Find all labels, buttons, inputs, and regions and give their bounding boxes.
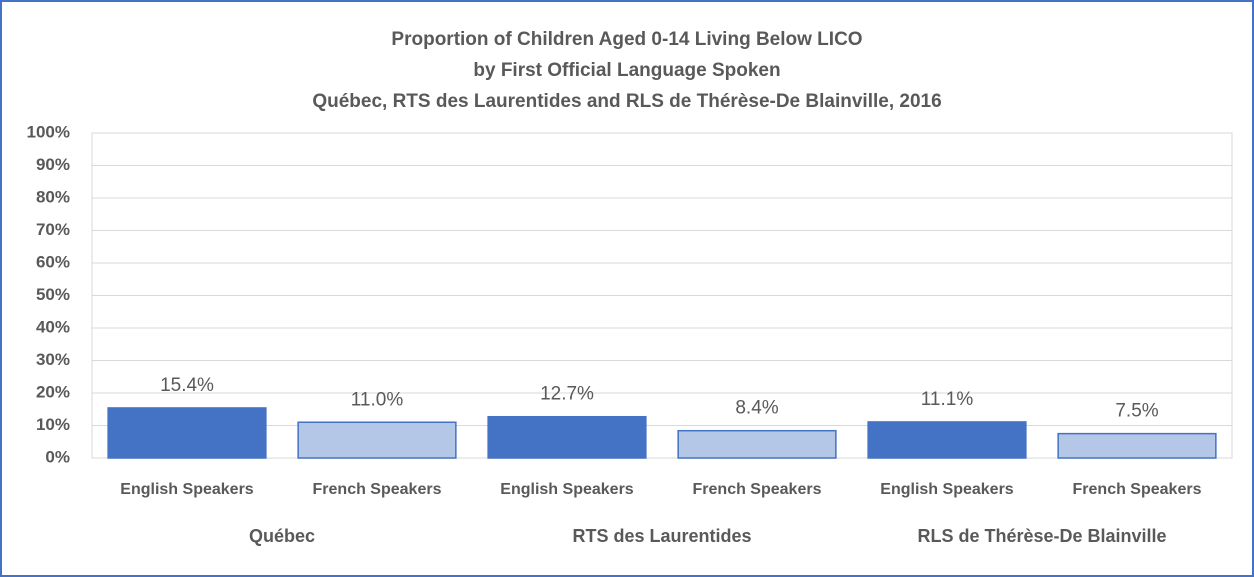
value-label: 8.4% [735,398,778,419]
x-tick-label: French Speakers [1073,481,1202,498]
x-tick-label: English Speakers [120,481,253,498]
bar [1057,432,1217,459]
y-tick-label: 20% [36,382,70,401]
x-tick-label: English Speakers [880,481,1013,498]
y-tick-label: 10% [36,415,70,434]
y-tick-label: 0% [45,447,70,466]
group-label: RTS des Laurentides [572,526,751,546]
x-tick-label: French Speakers [313,481,442,498]
y-tick-label: 90% [36,155,70,174]
chart-title: by First Official Language Spoken [473,60,780,81]
value-label: 11.0% [351,389,404,410]
value-label: 11.1% [921,389,974,410]
x-tick-label: English Speakers [500,481,633,498]
bar [297,421,457,459]
value-label: 15.4% [160,375,214,396]
bar [867,421,1027,459]
value-label: 12.7% [540,384,594,405]
y-tick-label: 50% [36,285,70,304]
y-tick-label: 40% [36,317,70,336]
plot-border [91,132,1233,459]
y-tick-label: 100% [27,122,70,141]
bar [107,407,267,459]
group-label: Québec [249,526,315,546]
value-label: 7.5% [1115,401,1158,422]
y-tick-label: 60% [36,252,70,271]
x-tick-label: French Speakers [693,481,822,498]
group-label: RLS de Thérèse-De Blainville [917,526,1166,546]
y-tick-label: 30% [36,350,70,369]
chart-title: Proportion of Children Aged 0-14 Living … [391,29,862,50]
bar [487,415,647,459]
y-tick-label: 70% [36,220,70,239]
bar [677,429,837,459]
y-tick-label: 80% [36,187,70,206]
chart-title: Québec, RTS des Laurentides and RLS de T… [312,91,941,112]
